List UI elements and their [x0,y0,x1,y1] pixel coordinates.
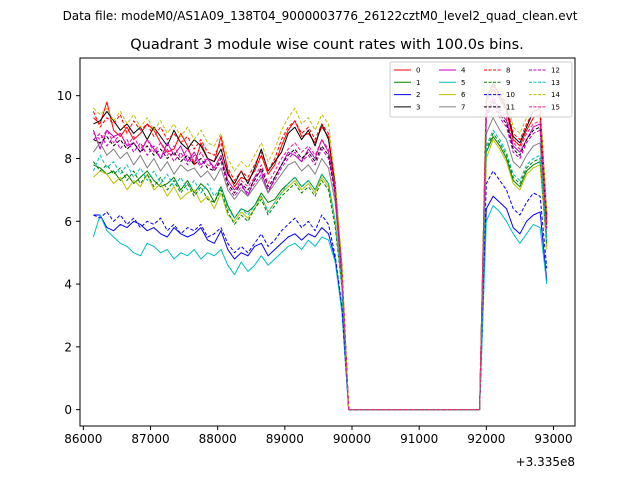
legend-label-9: 9 [506,79,510,87]
x-offset-label: +3.335e8 [516,455,575,469]
legend-box [389,61,573,118]
series-line-14-seg0 [93,107,350,410]
legend-label-2: 2 [416,91,420,99]
series-line-9-seg0 [92,161,350,410]
suptitle: Data file: modeM0/AS1A09_138T04_90000037… [63,9,578,23]
series-line-9-seg1 [479,132,548,410]
plot-lines [92,79,548,411]
series-line-1-seg1 [479,136,548,410]
y-tick-label: 0 [64,403,72,417]
chart-title: Quadrant 3 module wise count rates with … [130,37,524,53]
x-tick-label: 92000 [467,432,505,446]
y-tick-label: 8 [64,152,72,166]
legend-label-5: 5 [461,79,465,87]
series-line-13-seg0 [92,154,350,410]
series-line-7-seg1 [479,117,548,410]
series-line-5-seg0 [92,214,350,410]
x-tick-label: 93000 [534,432,572,446]
legend-label-6: 6 [461,91,466,99]
x-axis: 86000 87000 88000 89000 90000 91000 92000 93000 [64,426,573,446]
series-line-1-seg0 [93,164,350,410]
legend-label-3: 3 [416,103,420,111]
legend-label-1: 1 [416,79,420,87]
series-line-8-seg0 [92,111,350,410]
series-line-7-seg0 [92,142,350,410]
legend-label-4: 4 [461,67,466,75]
legend-label-13: 13 [551,79,560,87]
y-tick-label: 6 [64,215,72,229]
y-tick-label: 2 [64,340,72,354]
series-line-4-seg0 [92,129,350,410]
legend-label-7: 7 [461,103,465,111]
series-line-6-seg1 [479,139,548,410]
x-tick-label: 88000 [199,432,237,446]
series-line-2-seg0 [93,214,350,410]
series-line-10-seg1 [479,170,548,410]
series-line-12-seg1 [479,104,548,410]
series-line-12-seg0 [93,132,350,410]
series-line-13-seg1 [479,129,548,410]
legend-label-10: 10 [506,91,515,99]
legend-label-15: 15 [551,103,560,111]
series-line-6-seg0 [93,170,350,410]
series-line-3-seg0 [93,110,350,410]
x-tick-label: 87000 [131,432,169,446]
axes-frame [79,57,576,427]
x-tick-label: 90000 [333,432,371,446]
y-axis: 0 2 4 6 8 10 [57,89,80,417]
legend-label-8: 8 [506,67,510,75]
legend-label-0: 0 [416,67,420,75]
legend-label-11: 11 [506,103,515,111]
series-line-14-seg1 [479,79,548,410]
x-tick-label: 86000 [64,432,102,446]
x-tick-label: 89000 [266,432,304,446]
series-line-15-seg0 [93,129,350,410]
series-line-2-seg1 [479,195,548,410]
y-tick-label: 4 [64,278,72,292]
series-line-11-seg0 [93,136,350,410]
series-line-10-seg0 [93,211,350,410]
series-line-0-seg0 [93,101,350,410]
x-tick-label: 91000 [400,432,438,446]
y-tick-label: 10 [57,89,72,103]
legend-label-12: 12 [551,67,560,75]
legend-label-14: 14 [551,91,560,99]
series-line-5-seg1 [479,205,548,410]
series-line-15-seg1 [479,95,548,410]
